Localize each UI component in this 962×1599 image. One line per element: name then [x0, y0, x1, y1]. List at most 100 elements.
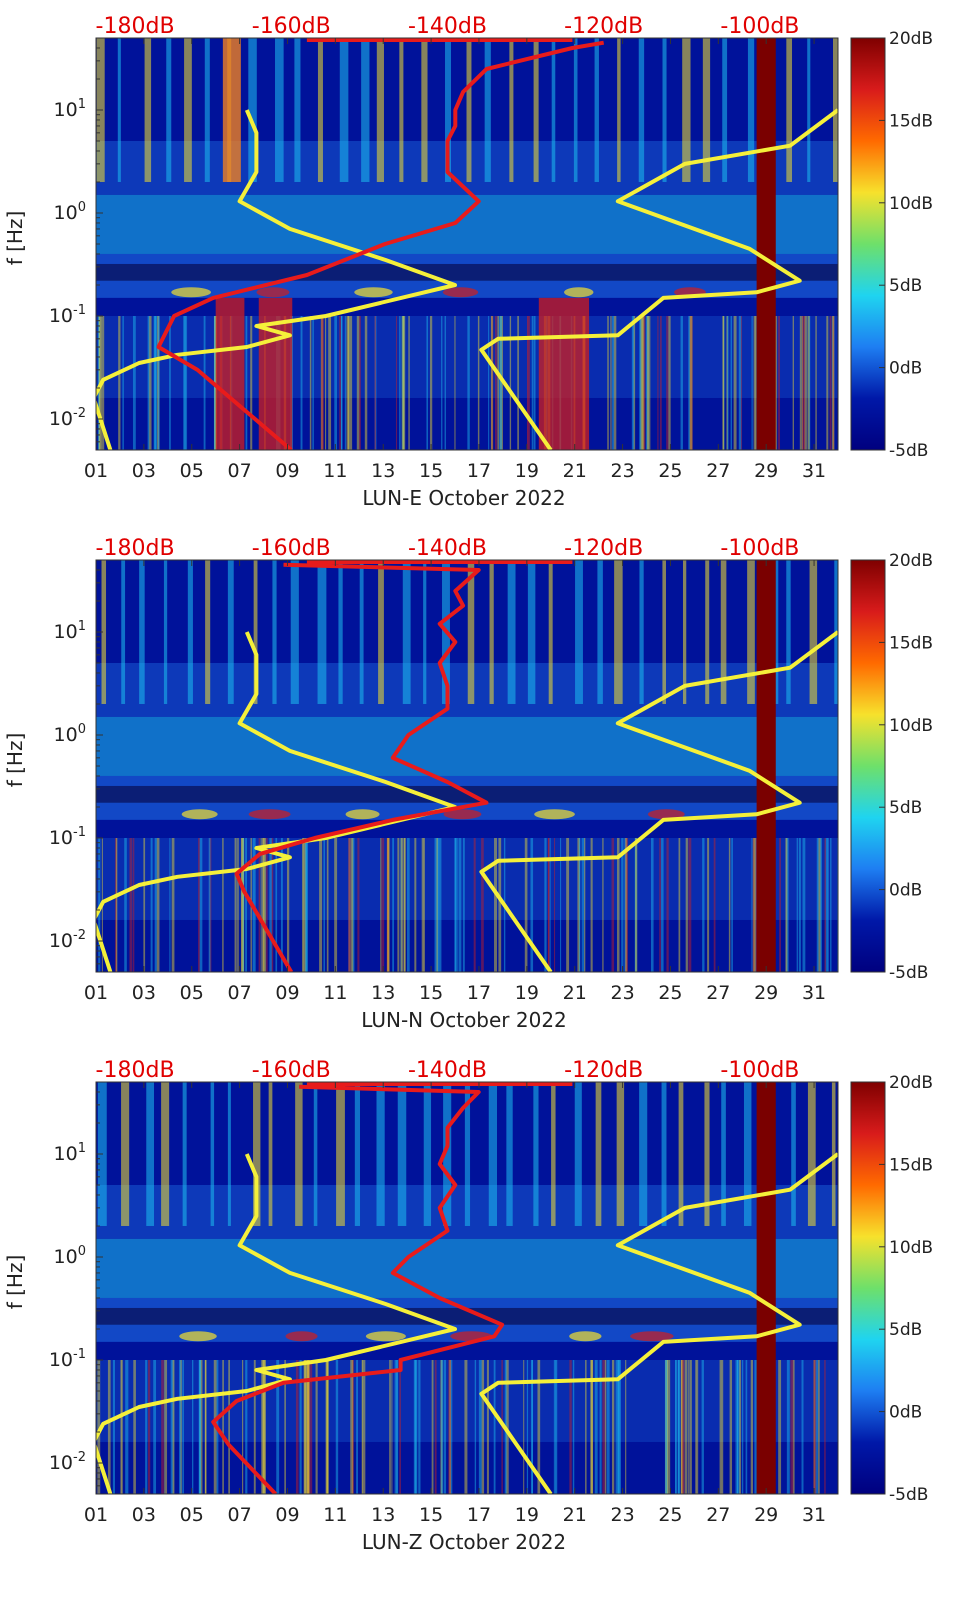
x-tick-label: 09: [275, 460, 299, 482]
noise-streak: [667, 1359, 671, 1494]
saturated-block: [538, 297, 590, 450]
activity-stripe: [313, 1082, 318, 1226]
noise-streak: [624, 837, 628, 972]
noise-streak: [454, 315, 456, 450]
noise-streak: [577, 837, 580, 972]
noise-streak: [831, 315, 835, 450]
noise-streak: [802, 315, 806, 450]
noise-streak: [527, 315, 530, 450]
x-tick-label: 23: [610, 1504, 634, 1526]
noise-streak: [253, 837, 256, 972]
activity-stripe: [747, 38, 755, 182]
noise-streak: [455, 837, 458, 972]
noise-streak: [121, 1359, 123, 1494]
noise-streak: [156, 837, 160, 972]
noise-streak: [198, 837, 200, 972]
noise-streak: [493, 1359, 496, 1494]
activity-stripe: [117, 38, 121, 182]
noise-streak: [400, 837, 404, 972]
noise-streak: [723, 315, 725, 450]
noise-streak: [266, 837, 268, 972]
noise-streak: [500, 315, 503, 450]
noise-streak: [646, 315, 649, 450]
frequency-band: [96, 837, 838, 920]
noise-streak: [792, 315, 794, 450]
noise-streak: [204, 1359, 207, 1494]
activity-stripe: [253, 560, 258, 704]
activity-stripe: [227, 560, 234, 704]
noise-streak: [307, 1359, 310, 1494]
noise-streak: [808, 315, 811, 450]
noise-streak: [825, 837, 828, 972]
noise-streak: [284, 1359, 286, 1494]
noise-streak: [829, 315, 832, 450]
noise-streak: [729, 1359, 733, 1494]
noise-streak: [530, 837, 534, 972]
colorbar-label: 5dB: [889, 798, 922, 818]
activity-stripe: [722, 38, 728, 182]
noise-streak: [740, 315, 743, 450]
y-tick-label: 10-2: [49, 1450, 86, 1474]
microseism-blob: [534, 809, 575, 820]
noise-streak: [802, 837, 806, 972]
noise-streak: [449, 1359, 451, 1494]
noise-streak: [666, 837, 669, 972]
noise-streak: [807, 315, 810, 450]
noise-streak: [701, 1359, 704, 1494]
noise-streak: [374, 315, 377, 450]
noise-streak: [435, 837, 438, 972]
frequency-band: [96, 263, 838, 281]
noise-streak: [681, 1359, 684, 1494]
noise-streak: [303, 837, 306, 972]
noise-streak: [170, 1359, 174, 1494]
microseism-blob: [442, 287, 479, 298]
noise-streak: [262, 1359, 266, 1494]
noise-streak: [815, 1359, 818, 1494]
top-db-label: -160dB: [252, 14, 331, 39]
colorbar-label: 10dB: [889, 1238, 933, 1258]
activity-stripe: [317, 560, 327, 704]
activity-stripe: [139, 560, 145, 704]
noise-streak: [477, 315, 480, 450]
noise-streak: [261, 1359, 264, 1494]
x-tick-label: 17: [467, 982, 491, 1004]
colorbar-label: -5dB: [889, 441, 928, 461]
noise-streak: [397, 837, 400, 972]
noise-streak: [801, 1359, 804, 1494]
noise-streak: [675, 1359, 677, 1494]
x-tick-label: 11: [323, 460, 347, 482]
noise-streak: [531, 1359, 533, 1494]
noise-streak: [364, 315, 368, 450]
noise-streak: [154, 315, 157, 450]
noise-streak: [640, 315, 643, 450]
noise-streak: [499, 315, 503, 450]
noise-streak: [320, 315, 324, 450]
noise-streak: [335, 1359, 339, 1494]
noise-streak: [680, 1359, 683, 1494]
noise-streak: [641, 315, 645, 450]
noise-streak: [356, 315, 360, 450]
top-db-label: -140dB: [408, 14, 487, 39]
activity-stripe: [574, 1082, 582, 1226]
noise-streak: [752, 837, 755, 972]
data-gap-column: [756, 38, 776, 450]
x-tick-label: 21: [563, 982, 587, 1004]
noise-streak: [634, 837, 637, 972]
noise-streak: [401, 315, 405, 450]
x-tick-label: 13: [371, 460, 395, 482]
psd-curve: [156, 40, 605, 450]
activity-stripe: [616, 1082, 625, 1226]
activity-stripe: [423, 560, 427, 704]
noise-streak: [645, 315, 649, 450]
noise-streak: [444, 315, 446, 450]
activity-stripe: [338, 560, 343, 704]
activity-stripe: [204, 38, 210, 182]
noise-streak: [441, 1359, 444, 1494]
spectrogram-panel-z: -180dB -160dB -140dB -120dB -100dB 01 03 05 07 09…: [3, 1058, 933, 1554]
noise-streak: [450, 1359, 453, 1494]
activity-stripe: [704, 1082, 710, 1226]
noise-streak: [815, 315, 817, 450]
noise-streak: [271, 837, 274, 972]
noise-streak: [648, 315, 651, 450]
noise-streak: [526, 1359, 529, 1494]
